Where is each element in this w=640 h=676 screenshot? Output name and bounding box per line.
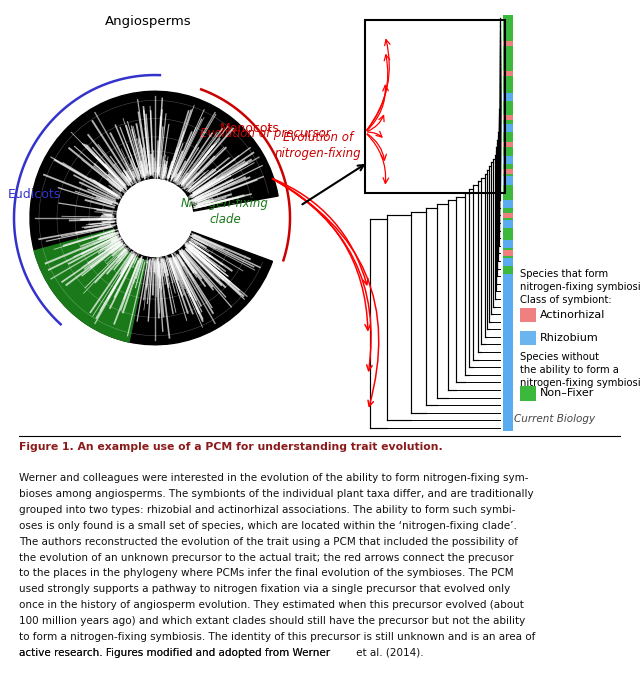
Bar <box>503 16 513 274</box>
Bar <box>503 71 513 76</box>
Text: Current Biology: Current Biology <box>514 414 595 424</box>
Bar <box>503 170 513 174</box>
Bar <box>503 220 513 228</box>
Text: The authors reconstructed the evolution of the trait using a PCM that included t: The authors reconstructed the evolution … <box>19 537 518 547</box>
Text: Werner and colleagues were interested in the evolution of the ability to form ni: Werner and colleagues were interested in… <box>19 473 529 483</box>
Text: Non–Fixer: Non–Fixer <box>540 389 595 398</box>
Text: 100 million years ago) and which extant clades should still have the precursor b: 100 million years ago) and which extant … <box>19 616 525 626</box>
Text: Rhizobium: Rhizobium <box>540 333 599 343</box>
Text: oses is only found is a small set of species, which are located within the ‘nitr: oses is only found is a small set of spe… <box>19 521 517 531</box>
Bar <box>520 387 536 400</box>
Bar <box>503 93 513 101</box>
Text: grouped into two types: rhizobial and actinorhizal associations. The ability to : grouped into two types: rhizobial and ac… <box>19 505 516 515</box>
Wedge shape <box>35 229 146 342</box>
Circle shape <box>117 180 193 256</box>
Text: once in the history of angiosperm evolution. They estimated when this precursor : once in the history of angiosperm evolut… <box>19 600 524 610</box>
Text: to form a nitrogen-fixing symbiosis. The identity of this precursor is still unk: to form a nitrogen-fixing symbiosis. The… <box>19 632 536 642</box>
Bar <box>503 114 513 120</box>
Text: Actinorhizal: Actinorhizal <box>540 310 605 320</box>
Text: the evolution of an unknown precursor to the actual trait; the red arrows connec: the evolution of an unknown precursor to… <box>19 552 514 562</box>
Wedge shape <box>30 91 278 345</box>
Text: Monocots: Monocots <box>220 122 280 135</box>
Text: Figure 1. An example use of a PCM for understanding trait evolution.: Figure 1. An example use of a PCM for un… <box>19 441 443 452</box>
Bar <box>503 258 513 266</box>
Bar <box>503 156 513 164</box>
Bar <box>503 274 513 431</box>
Bar <box>520 308 536 322</box>
Bar <box>365 20 505 193</box>
Text: Angiosperms: Angiosperms <box>105 16 191 28</box>
Text: active research. Figures modified and adopted from Werner: active research. Figures modified and ad… <box>19 648 333 658</box>
Bar <box>503 241 513 249</box>
Bar <box>503 41 513 46</box>
Text: Species without
the ability to form a
nitrogen-fixing symbiosis: Species without the ability to form a ni… <box>520 352 640 388</box>
Text: Evolution of precursor: Evolution of precursor <box>200 127 330 140</box>
Text: Evolution of
nitrogen-fixing: Evolution of nitrogen-fixing <box>275 131 362 160</box>
Bar <box>503 213 513 218</box>
Bar <box>503 142 513 147</box>
Text: bioses among angiosperms. The symbionts of the individual plant taxa differ, and: bioses among angiosperms. The symbionts … <box>19 489 534 499</box>
Bar <box>520 331 536 345</box>
Text: Species that form
nitrogen-fixing symbiosis.
Class of symbiont:: Species that form nitrogen-fixing symbio… <box>520 269 640 305</box>
Bar <box>503 124 513 132</box>
Bar <box>503 251 513 256</box>
Bar <box>503 176 513 185</box>
Text: active research. Figures modified and adopted from Werner        et al. (2014).: active research. Figures modified and ad… <box>19 648 424 658</box>
Bar <box>503 200 513 208</box>
Text: Eudicots: Eudicots <box>8 188 61 201</box>
Text: Nitrogen-fixing
clade: Nitrogen-fixing clade <box>181 197 269 226</box>
Text: used strongly supports a pathway to nitrogen fixation via a single precursor tha: used strongly supports a pathway to nitr… <box>19 584 511 594</box>
Text: to the places in the phylogeny where PCMs infer the final evolution of the symbi: to the places in the phylogeny where PCM… <box>19 569 514 579</box>
